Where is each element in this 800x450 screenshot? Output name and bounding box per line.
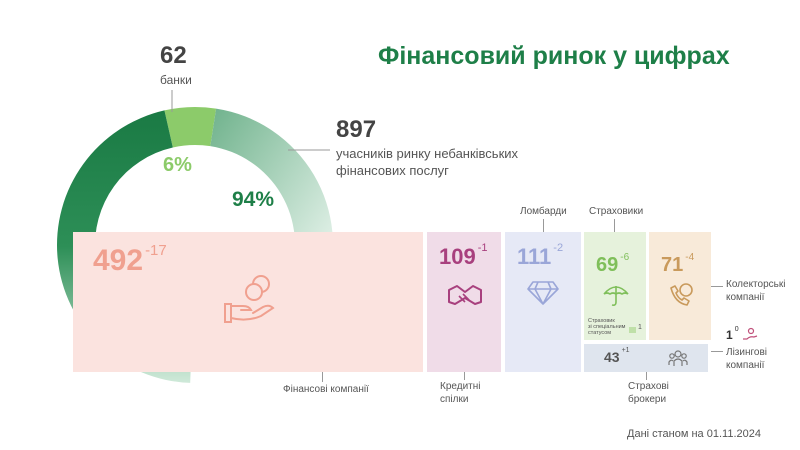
phone-chat-icon (670, 283, 693, 306)
insurers-change: -6 (620, 252, 630, 263)
pawn-label: Ломбарди (520, 206, 567, 217)
slice-label-banks: 6% (163, 154, 192, 176)
umbrella-icon (603, 286, 629, 306)
pawn-value: 111 -2 (517, 242, 564, 269)
leasing-change: 0 (734, 326, 739, 333)
fin-value: 492 -17 (93, 242, 167, 277)
banks-value: 62 (160, 42, 187, 69)
pawn-connector (543, 219, 544, 232)
fin-label: Фінансові компанії (283, 384, 369, 395)
nonbank-label-line1: учасників ринку небанківських (336, 146, 519, 161)
brokers-value: 43 +1 (604, 347, 630, 365)
page-title: Фінансовий ринок у цифрах (378, 42, 730, 70)
leasing-label-line2: компанії (726, 360, 765, 371)
handshake-icon (448, 285, 482, 305)
insurers-connector (614, 219, 615, 232)
collectors-value: 71 -4 (661, 252, 695, 276)
slice-label-nonbank: 94% (232, 188, 274, 211)
brokers-label-line2: брокери (628, 394, 667, 405)
hand-person-icon (743, 327, 758, 340)
collectors-connector (711, 286, 723, 287)
collectors-label-line1: Колекторські (726, 279, 786, 290)
insurers-label: Страховики (589, 206, 644, 217)
credit-change: -1 (477, 242, 488, 254)
tile-pawnshops: 111 -2 (505, 232, 581, 372)
pawn-change: -2 (553, 242, 564, 254)
brokers-change: +1 (621, 347, 630, 354)
brokers-connector (646, 372, 647, 380)
leasing-label-line1: Лізингові (726, 347, 768, 358)
credit-label-line2: спілки (440, 394, 469, 405)
credit-connector (464, 372, 465, 380)
collectors-change: -4 (685, 252, 695, 263)
tile-credit-unions: 109 -1 (427, 232, 501, 372)
credit-label-line1: Кредитні (440, 381, 481, 392)
nonbank-value: 897 (336, 116, 377, 143)
fin-connector (322, 372, 323, 382)
insurers-value: 69 -6 (596, 252, 630, 276)
people-icon (668, 350, 688, 366)
brokers-label-line1: Страхові (628, 381, 669, 392)
credit-value: 109 -1 (439, 242, 488, 269)
document-icon (629, 327, 636, 333)
tile-collectors: 71 -4 (649, 232, 711, 340)
diamond-icon (527, 281, 559, 305)
leasing-connector (711, 351, 723, 352)
fin-change: -17 (145, 242, 167, 259)
special-status-label: Страховик зі спеціальним статусом (588, 318, 626, 336)
tile-insurance-brokers: 43 +1 (584, 344, 708, 372)
tile-insurers: 69 -6 Страховик зі спеціальним статусом 1 (584, 232, 646, 340)
special-status-value: 1 (638, 324, 642, 331)
nonbank-label-line2: фінансових послуг (336, 163, 449, 178)
coins-hand-icon (224, 275, 275, 323)
tile-financial-companies: 492 -17 (73, 232, 423, 372)
collectors-label-line2: компанії (726, 292, 765, 303)
slice-banks (164, 106, 217, 148)
banks-label: банки (160, 73, 192, 87)
footer-date: Дані станом на 01.11.2024 (627, 428, 761, 440)
